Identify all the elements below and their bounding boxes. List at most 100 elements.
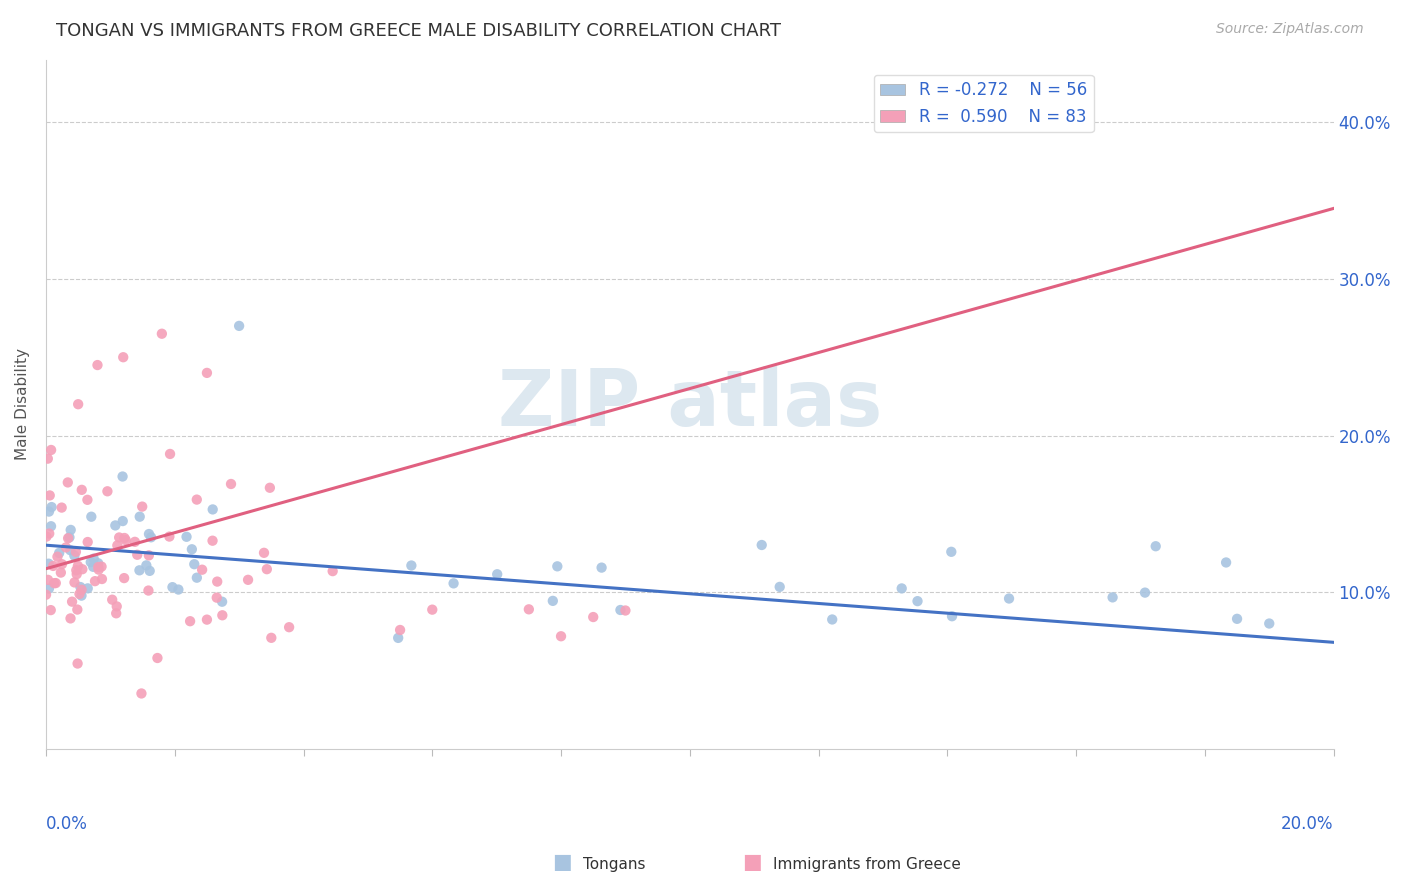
Point [205,574,228,589]
Point [1258,616,1281,631]
Point [890,582,912,596]
Point [907,594,929,608]
Point [260,631,283,645]
Point [256,562,278,576]
Point [420,602,443,616]
Point [44,576,66,591]
Point [60,595,83,609]
Point [389,623,412,637]
Point [105,607,128,621]
Point [104,518,127,533]
Point [76,535,98,549]
Point [998,591,1021,606]
Point [76,492,98,507]
Text: Source: ZipAtlas.com: Source: ZipAtlas.com [1216,22,1364,37]
Point [49,566,72,580]
Point [236,573,259,587]
Point [201,502,224,516]
Point [35,530,58,544]
Point [138,549,160,563]
Point [101,592,124,607]
Point [195,613,218,627]
Point [183,558,205,572]
Point [205,591,228,605]
Point [517,602,540,616]
Point [38,526,60,541]
Point [87,563,110,577]
Point [84,574,107,589]
Point [769,580,792,594]
Point [253,546,276,560]
Point [541,594,564,608]
Text: Tongans: Tongans [583,857,645,872]
Point [195,366,218,380]
Point [66,602,89,616]
Point [58,530,80,544]
Point [59,543,82,558]
Point [51,500,73,515]
Point [76,582,98,596]
Point [91,572,114,586]
Point [82,559,104,574]
Point [176,530,198,544]
Point [59,611,82,625]
Point [138,527,160,541]
Point [67,397,90,411]
Point [90,559,112,574]
Text: Immigrants from Greece: Immigrants from Greece [773,857,962,872]
Point [1014,107,1036,121]
Point [112,350,135,364]
Point [546,559,568,574]
Point [86,358,108,372]
Point [550,629,572,643]
Point [751,538,773,552]
Point [38,488,60,502]
Point [69,587,91,601]
Point [128,563,150,577]
Point [401,558,423,573]
Text: 0.0%: 0.0% [46,814,87,832]
Point [157,530,180,544]
Point [38,582,60,596]
Point [1101,591,1123,605]
Point [131,686,153,700]
Point [37,451,59,466]
Point [80,509,103,524]
Point [39,603,62,617]
Point [259,481,281,495]
Point [45,576,67,591]
Point [138,583,160,598]
Point [322,564,344,578]
Point [65,563,87,577]
Point [135,558,157,573]
Point [387,631,409,645]
Y-axis label: Male Disability: Male Disability [15,348,30,460]
Point [1226,612,1249,626]
Point [201,533,224,548]
Point [191,563,214,577]
Point [56,531,79,545]
Point [108,531,131,545]
Point [39,442,62,457]
Point [87,560,110,574]
Point [80,555,103,569]
Point [41,500,63,514]
Point [42,558,65,573]
Point [128,509,150,524]
Point [65,545,87,559]
Point [582,610,605,624]
Point [96,484,118,499]
Point [1133,585,1156,599]
Point [114,531,136,545]
Point [1215,556,1237,570]
Point [211,608,233,623]
Point [131,500,153,514]
Point [443,576,465,591]
Point [63,549,86,563]
Point [66,558,89,573]
Point [111,514,134,528]
Point [72,562,94,576]
Point [48,546,70,560]
Point [70,483,93,497]
Point [609,603,631,617]
